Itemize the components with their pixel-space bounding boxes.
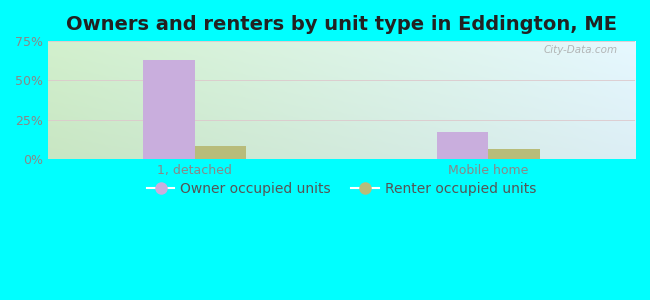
Legend: Owner occupied units, Renter occupied units: Owner occupied units, Renter occupied un… <box>141 176 541 202</box>
Bar <box>194 146 246 159</box>
Bar <box>143 60 194 159</box>
Bar <box>488 149 540 159</box>
Bar <box>437 132 488 159</box>
Text: City-Data.com: City-Data.com <box>543 45 618 55</box>
Title: Owners and renters by unit type in Eddington, ME: Owners and renters by unit type in Eddin… <box>66 15 617 34</box>
